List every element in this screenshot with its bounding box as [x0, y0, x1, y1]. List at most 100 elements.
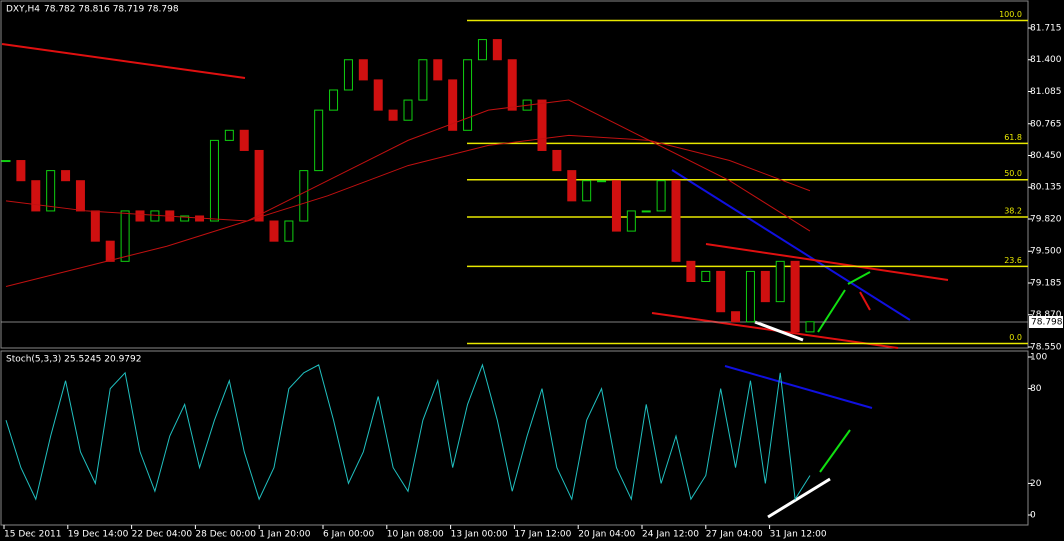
date-label: 10 Jan 08:00: [387, 530, 444, 540]
moving-average: [5, 99, 811, 232]
price-label: 79.185: [1030, 278, 1062, 288]
fib-label: 50.0: [1004, 169, 1022, 178]
candle: [120, 210, 130, 262]
trend-line: [754, 320, 804, 342]
candle: [209, 139, 219, 222]
candle: [150, 210, 160, 222]
candle: [180, 215, 190, 222]
trend-line: [705, 243, 949, 281]
price-label: 80.135: [1030, 183, 1062, 193]
fib-label: 38.2: [1004, 206, 1022, 215]
arrow: [859, 291, 871, 311]
stoch-label: 20: [1030, 479, 1042, 489]
candle: [656, 180, 666, 212]
price-label: 78.550: [1030, 343, 1062, 353]
candle: [641, 210, 651, 213]
current-price-box: [1029, 316, 1063, 329]
candle: [790, 260, 800, 333]
price-label: 81.715: [1030, 24, 1062, 34]
price-label: 80.450: [1030, 151, 1062, 161]
candle: [31, 180, 41, 212]
candle: [224, 129, 234, 141]
candle: [403, 99, 413, 121]
price-label: 81.085: [1030, 87, 1062, 97]
stoch-line: [5, 363, 811, 501]
stoch-label: 80: [1030, 384, 1042, 394]
arrow: [847, 271, 871, 285]
fib-label: 100.0: [999, 10, 1022, 19]
date-label: 13 Jan 00:00: [451, 530, 508, 540]
date-label: 28 Dec 00:00: [195, 530, 256, 540]
price-label: 78.870: [1030, 310, 1062, 320]
date-label: 24 Jan 12:00: [642, 530, 699, 540]
candle: [343, 59, 353, 91]
candle: [135, 210, 145, 222]
candle: [716, 270, 726, 313]
trend-line: [1, 43, 246, 79]
candle: [463, 59, 473, 131]
candle: [552, 149, 562, 172]
stoch-title: Stoch(5,3,3) 25.5245 20.9792: [6, 355, 141, 365]
candle: [254, 149, 264, 222]
candle: [61, 170, 71, 182]
candle: [582, 180, 592, 202]
symbol: DXY,H4: [6, 5, 40, 15]
date-label: 19 Dec 14:00: [68, 530, 129, 540]
candle: [731, 311, 741, 323]
candle: [329, 89, 339, 111]
candle: [418, 59, 428, 101]
candle: [75, 180, 85, 212]
price-label: 79.820: [1030, 214, 1062, 224]
candle: [567, 170, 577, 202]
fib-label: 61.8: [1004, 133, 1022, 142]
candle: [760, 270, 770, 303]
candle: [626, 210, 636, 232]
candle: [492, 39, 502, 61]
candle: [373, 79, 383, 111]
trend-line: [671, 169, 911, 321]
candle: [701, 270, 711, 282]
ohlc: 78.782 78.816 78.719 78.798: [44, 5, 179, 15]
candle: [611, 180, 621, 232]
date-label: 17 Jan 12:00: [514, 530, 571, 540]
candle: [477, 39, 487, 61]
candle: [433, 59, 443, 81]
drawings: [1, 43, 949, 519]
candle: [90, 210, 100, 242]
candle: [358, 59, 368, 81]
date-label: 15 Dec 2011: [4, 530, 62, 540]
arrow: [819, 429, 851, 473]
candle: [775, 260, 785, 303]
candle: [388, 109, 398, 121]
candle: [239, 129, 249, 151]
arrow: [817, 289, 846, 333]
candle: [448, 79, 458, 131]
date-label: 27 Jan 04:00: [706, 530, 763, 540]
candle: [105, 240, 115, 262]
date-label: 6 Jan 00:00: [323, 530, 375, 540]
candle: [299, 170, 309, 222]
current-price: 78.798: [1031, 318, 1063, 328]
candle: [805, 321, 815, 333]
price-pane: [0, 0, 1029, 349]
trend-line: [724, 365, 873, 409]
moving-average: [5, 134, 811, 288]
price-label: 80.765: [1030, 119, 1062, 129]
fib-label: 23.6: [1004, 256, 1022, 265]
candle: [671, 180, 681, 262]
candle: [1, 160, 11, 163]
candle: [284, 220, 294, 242]
candle: [745, 270, 755, 323]
date-label: 31 Jan 12:00: [770, 530, 827, 540]
candle: [16, 160, 26, 182]
candle: [537, 99, 547, 151]
date-label: 22 Dec 04:00: [132, 530, 193, 540]
trend-line: [767, 477, 831, 519]
fib-label: 0.0: [1009, 333, 1022, 342]
price-label: 81.400: [1030, 55, 1062, 65]
candle: [269, 220, 279, 242]
stoch-label: 0: [1030, 511, 1036, 521]
candle: [686, 260, 696, 282]
date-label: 1 Jan 20:00: [259, 530, 311, 540]
